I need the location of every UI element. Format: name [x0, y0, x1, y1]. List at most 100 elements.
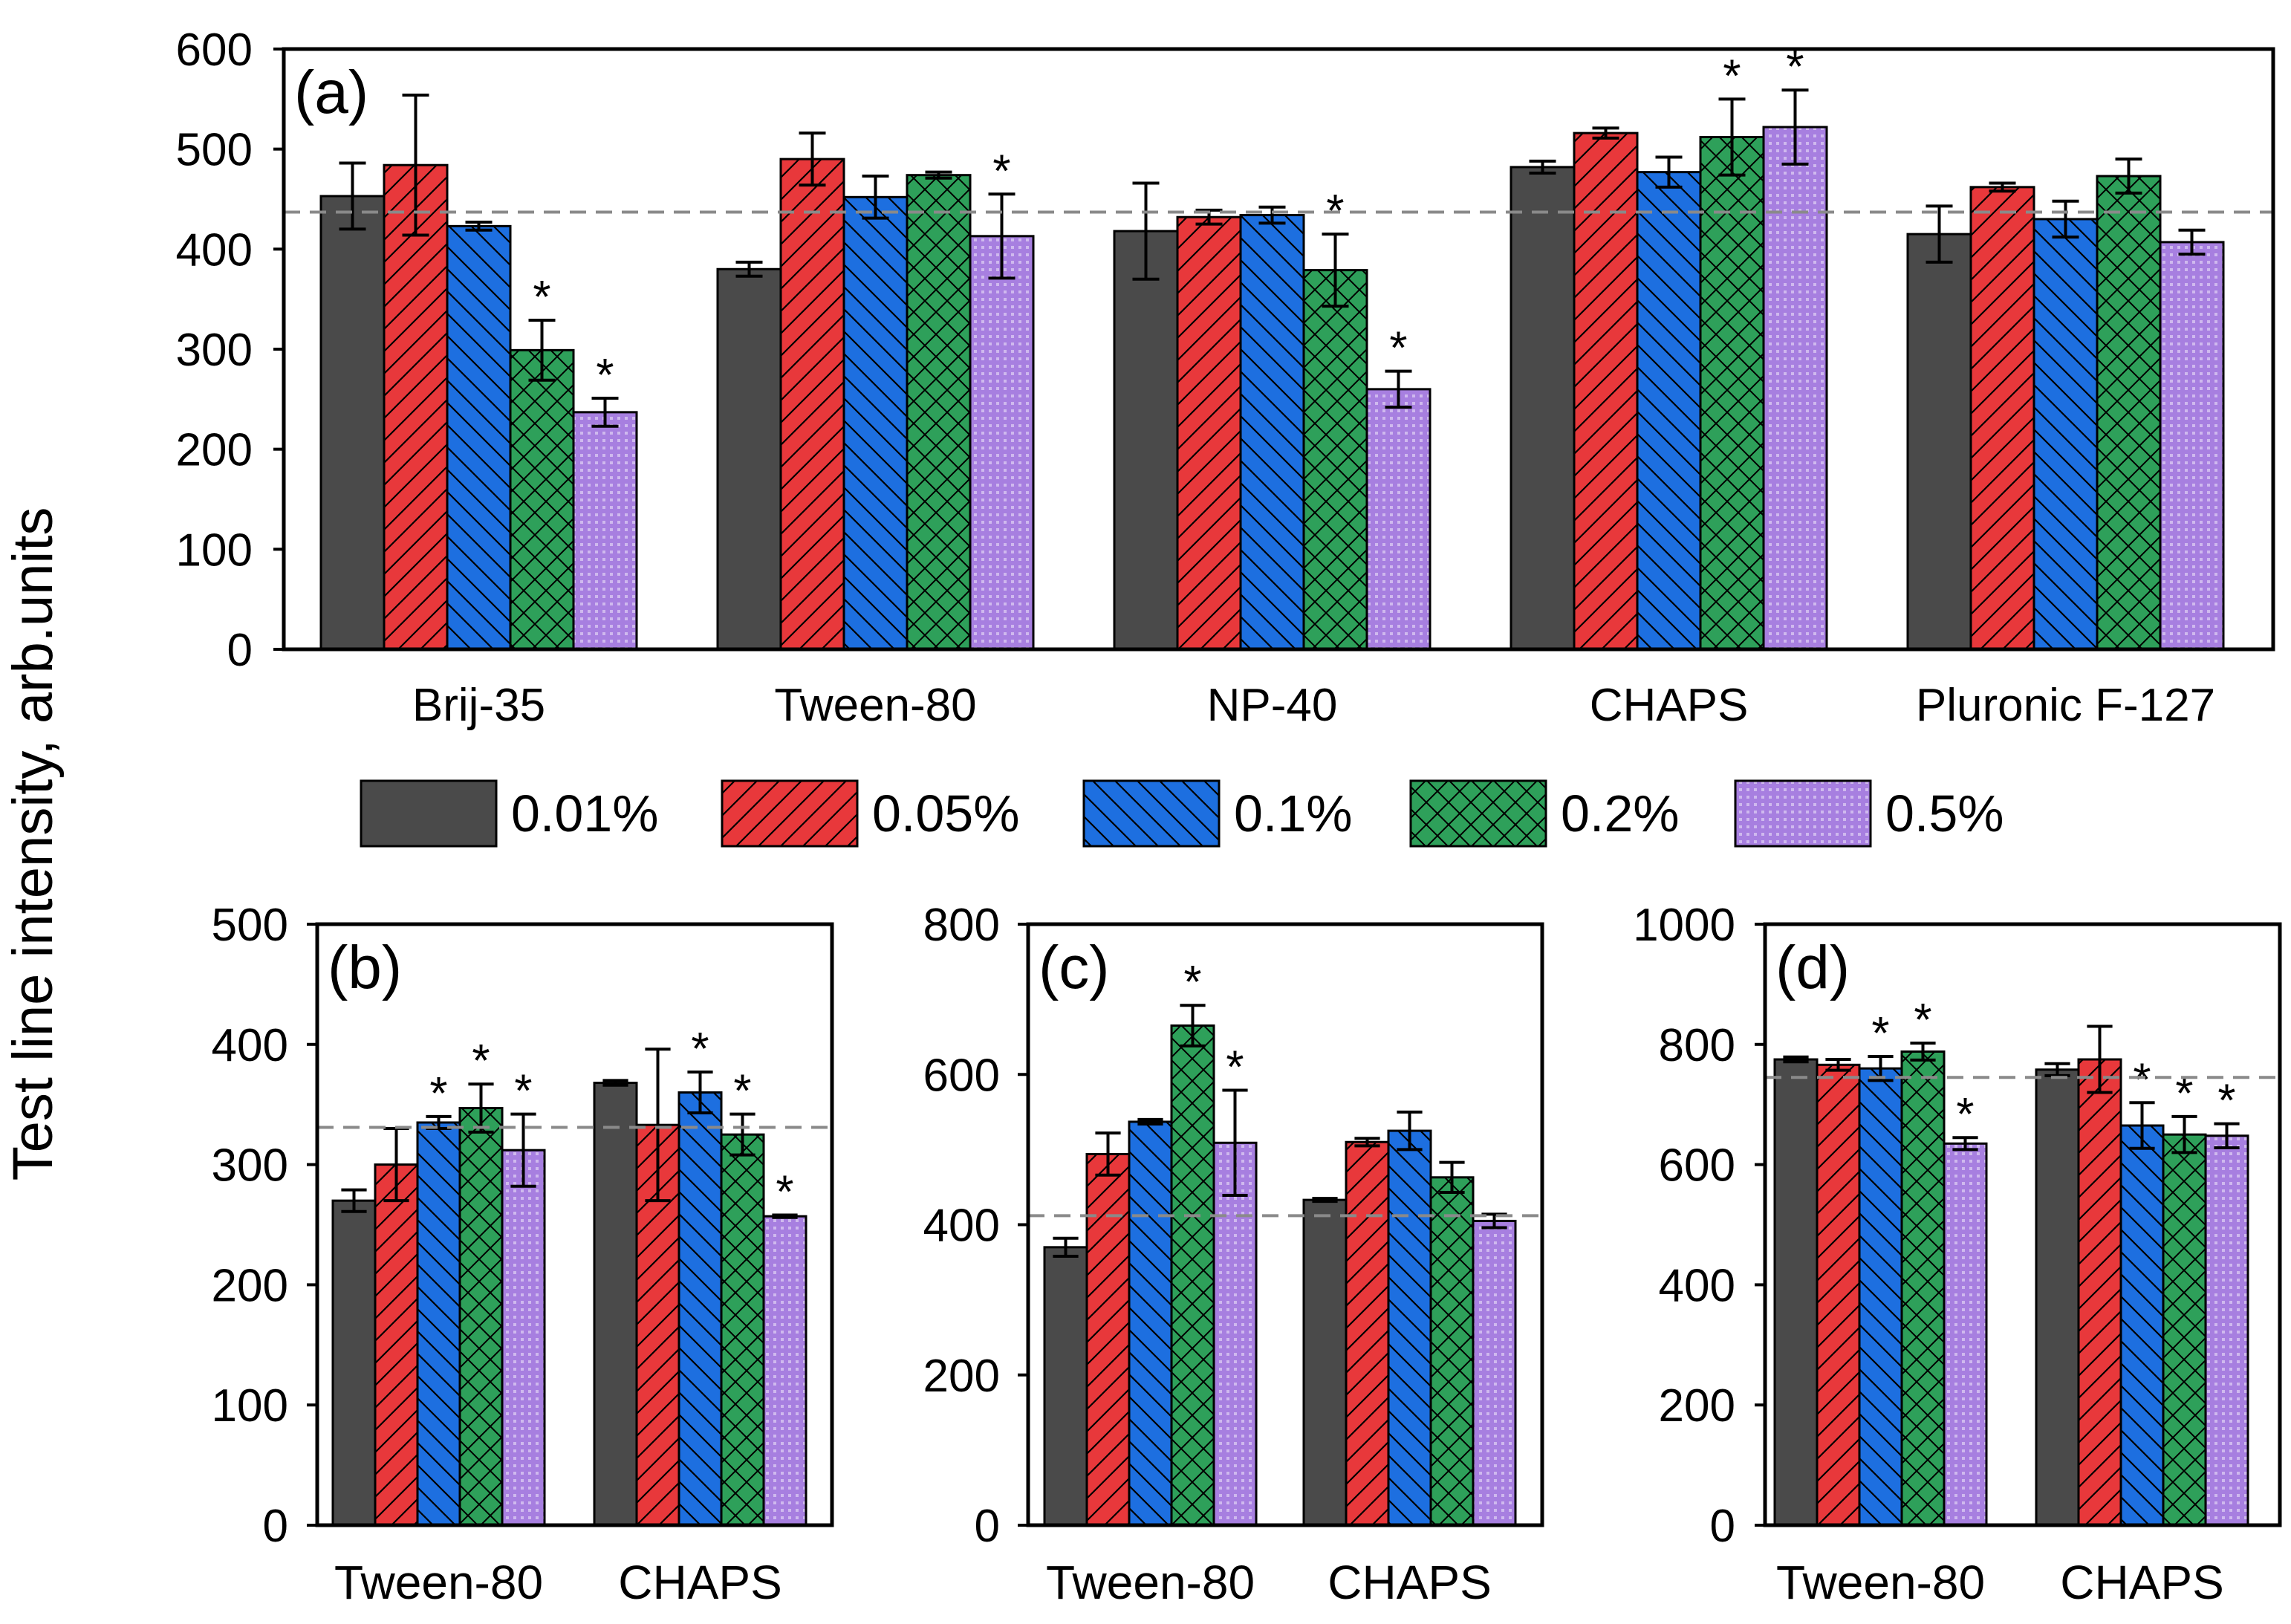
error-bar-d-0-4 [1952, 1136, 1978, 1152]
bar-a-0-3-pattern [510, 350, 573, 649]
y-tick-label-d: 1000 [1633, 900, 1735, 951]
error-bar-a-1-3 [925, 170, 952, 180]
y-tick-label-b: 400 [212, 1020, 288, 1071]
bar-a-3-4-pattern [1764, 127, 1827, 650]
bar-d-1-2-pattern [2121, 1126, 2163, 1525]
bar-a-0-0 [319, 195, 386, 651]
error-bar-b-1-3 [729, 1112, 755, 1157]
bar-d-0-3 [1900, 1050, 1946, 1527]
category-label: Tween-80 [334, 1556, 543, 1609]
error-bar-a-2-4 [1385, 369, 1412, 409]
legend-swatch-1-pattern [722, 781, 857, 846]
bar-a-3-1-pattern [1574, 133, 1637, 649]
bar-d-1-1-pattern [2079, 1059, 2121, 1525]
bar-b-0-2 [416, 1121, 461, 1527]
bar-b-0-2-pattern [417, 1122, 460, 1525]
bar-c-0-1 [1085, 1152, 1131, 1527]
bar-a-3-0 [1510, 166, 1576, 651]
error-bar-a-2-0 [1132, 181, 1160, 281]
bar-a-3-3-pattern [1700, 137, 1764, 650]
legend-swatch-0 [360, 779, 498, 848]
legend-swatch-0-outline [360, 779, 498, 848]
bar-a-1-1-pattern [781, 159, 844, 650]
error-bar-a-1-2 [862, 175, 889, 220]
bar-a-2-0-fill [1114, 231, 1177, 649]
bar-c-1-2 [1387, 1129, 1432, 1527]
error-bar-a-4-3 [2115, 157, 2142, 195]
bar-d-0-0-fill [1775, 1059, 1817, 1525]
bar-a-2-1-pattern [1177, 217, 1241, 649]
category-label: NP-40 [1207, 680, 1338, 731]
bar-b-0-4 [501, 1149, 546, 1527]
error-bar-a-2-2 [1258, 205, 1286, 225]
bar-a-1-3-pattern [907, 175, 970, 649]
legend: 0.01% 0.05% 0.1% 0.2% 0.5% [360, 779, 2004, 848]
error-bar-d-0-0 [1783, 1055, 1809, 1064]
legend-label: 0.2% [1561, 785, 1680, 842]
bar-a-4-4 [2159, 241, 2225, 651]
panel-label-c: (c) [1039, 934, 1110, 1001]
category-label: CHAPS [1328, 1556, 1492, 1609]
bar-c-1-0-fill [1304, 1200, 1346, 1525]
significance-marker: * [1723, 51, 1741, 102]
significance-marker: * [1226, 1042, 1244, 1093]
error-bar-a-4-4 [2178, 228, 2206, 256]
legend-swatch-4-pattern [1735, 781, 1871, 846]
bar-a-4-0-fill [1908, 234, 1971, 650]
bar-c-1-0 [1302, 1198, 1348, 1527]
error-bar-b-1-2 [687, 1071, 713, 1115]
error-bar-a-0-0 [339, 161, 366, 231]
y-tick-label-d: 600 [1659, 1140, 1735, 1192]
error-bar-a-3-3 [1718, 97, 1746, 177]
error-bar-a-1-1 [799, 131, 826, 187]
error-bar-c-1-2 [1397, 1110, 1423, 1152]
category-label: CHAPS [2060, 1556, 2224, 1609]
error-bar-b-0-3 [468, 1082, 494, 1134]
panel-label-d: (d) [1775, 934, 1850, 1001]
bar-a-2-3 [1302, 269, 1368, 651]
legend-label: 0.1% [1234, 785, 1353, 842]
y-tick-label-b: 0 [263, 1501, 288, 1552]
error-bar-c-0-3 [1180, 1004, 1206, 1048]
significance-marker: * [1956, 1089, 1974, 1140]
panel-label-a: (a) [294, 59, 368, 126]
y-tick-label-a: 400 [176, 224, 253, 276]
significance-marker: * [776, 1167, 793, 1218]
bar-a-4-3-pattern [2097, 176, 2160, 649]
error-bar-d-1-2 [2129, 1101, 2155, 1150]
error-bar-b-1-1 [645, 1048, 671, 1203]
significance-marker: * [533, 272, 550, 323]
bar-a-4-1-pattern [1971, 186, 2034, 650]
error-bar-a-1-4 [988, 192, 1015, 280]
bar-a-1-2 [842, 195, 909, 651]
error-bar-a-1-0 [735, 260, 763, 278]
y-tick-label-b: 100 [212, 1380, 288, 1432]
legend-swatch-3-outline [1409, 779, 1547, 848]
panel-c: * * Tween-80 CHAPS 0 200 400 600 800 (c) [923, 900, 1544, 1609]
plot-frame-b [315, 922, 834, 1527]
bar-d-0-2-pattern [1859, 1068, 1902, 1525]
bar-a-2-3-pattern [1304, 270, 1367, 649]
bar-b-0-1 [374, 1163, 419, 1527]
legend-swatch-4 [1734, 779, 1872, 848]
error-bar-c-0-4 [1222, 1088, 1248, 1198]
y-tick-label-a: 100 [176, 524, 253, 576]
category-label: Pluronic F-127 [1916, 680, 2215, 731]
bar-a-1-3 [906, 174, 972, 651]
bar-c-0-3-pattern [1172, 1025, 1214, 1525]
error-bar-c-0-1 [1095, 1131, 1121, 1177]
significance-marker: * [733, 1066, 751, 1117]
error-bar-d-1-4 [2214, 1122, 2240, 1149]
bar-d-0-3-pattern [1902, 1051, 1944, 1525]
category-label: Tween-80 [1046, 1556, 1255, 1609]
error-bar-a-3-4 [1781, 88, 1809, 166]
bar-c-1-4 [1472, 1219, 1517, 1527]
significance-marker: * [472, 1036, 490, 1087]
bar-d-1-3 [2162, 1133, 2207, 1527]
legend-swatch-4-outline [1734, 779, 1872, 848]
bar-b-0-1-pattern [375, 1164, 417, 1525]
significance-marker: * [596, 350, 614, 401]
y-tick-label-a: 600 [176, 25, 253, 76]
bar-d-0-2 [1858, 1067, 1903, 1527]
